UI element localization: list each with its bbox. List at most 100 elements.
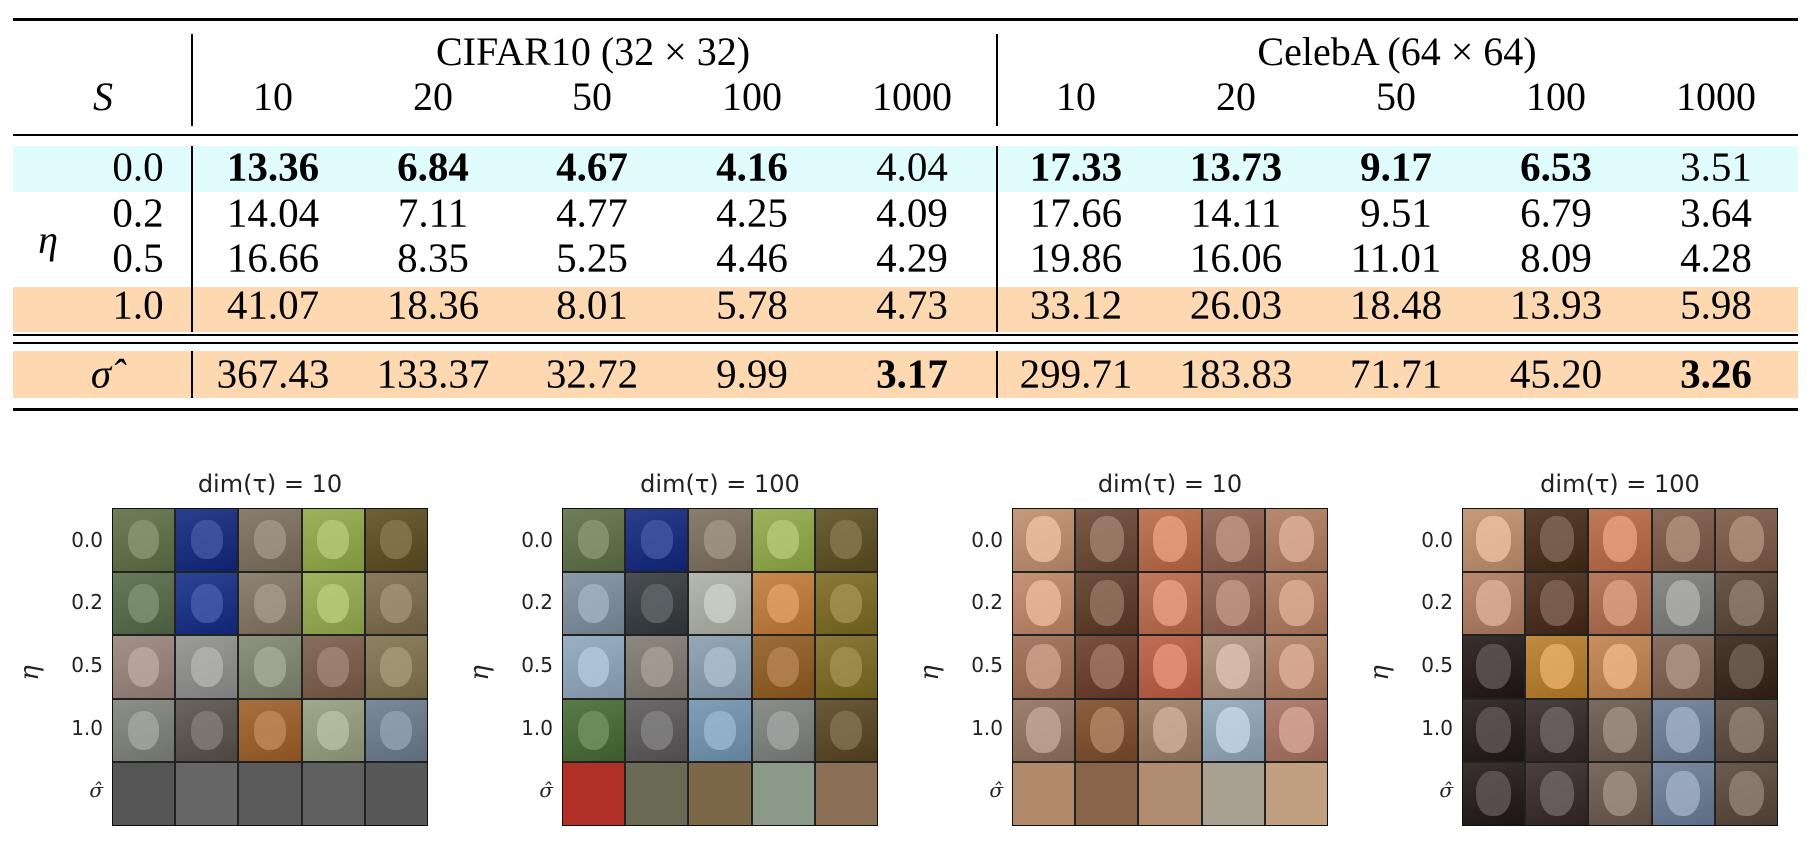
image-subject: [577, 520, 610, 560]
fid-cell: 4.29: [876, 234, 948, 281]
grid-row-label: 0.5: [521, 653, 553, 677]
sample-image: [1013, 763, 1075, 825]
image-subject: [1476, 516, 1511, 562]
fid-cell: 3.17: [876, 350, 948, 397]
sample-image: [1589, 699, 1651, 762]
image-subject: [1279, 707, 1314, 753]
sample-grid-panel: dim(τ) = 100 η 0.0 0.2 0.5 1.0 σ̂: [450, 460, 878, 846]
image-subject: [577, 647, 610, 687]
image-subject: [1026, 516, 1061, 562]
fid-cell: 13.36: [226, 143, 320, 190]
image-subject: [317, 583, 350, 624]
sample-image: [1013, 636, 1075, 698]
image-subject: [640, 520, 673, 560]
row-highlight: [13, 287, 1798, 332]
sample-image: [1076, 509, 1138, 571]
grid-row-label: 0.5: [1421, 653, 1453, 677]
top-rule: [13, 18, 1798, 21]
sample-image: [752, 699, 814, 762]
image-subject: [767, 520, 800, 560]
image-subject: [1602, 707, 1638, 753]
sample-image: [1013, 699, 1075, 762]
sample-image-grid: [1462, 508, 1778, 826]
mid-rule-1: [13, 334, 1798, 336]
sample-image: [689, 636, 751, 698]
eta-value: 0.0: [112, 143, 164, 190]
image-subject: [1729, 643, 1764, 690]
image-subject: [1666, 643, 1701, 690]
dataset-header: CIFAR10 (32 × 32): [435, 29, 751, 74]
sample-image: [1589, 509, 1651, 571]
panel-title: dim(τ) = 100: [640, 470, 800, 498]
image-subject: [190, 520, 223, 560]
image-subject: [380, 520, 413, 560]
image-subject: [1279, 579, 1314, 626]
fid-cell: 367.43: [216, 350, 330, 397]
image-subject: [127, 647, 160, 687]
fid-cell: 4.09: [876, 189, 948, 236]
sigma-row-highlight: [13, 351, 1798, 398]
sample-image: [1715, 699, 1777, 762]
column-separator: [191, 351, 193, 398]
image-subject: [1026, 707, 1061, 753]
image-subject: [1729, 707, 1764, 753]
sample-image: [1589, 636, 1651, 698]
image-subject: [1602, 579, 1638, 626]
sample-image: [1265, 699, 1327, 762]
fid-cell: 32.72: [545, 350, 639, 397]
sample-image: [1265, 509, 1327, 571]
image-subject: [767, 583, 800, 624]
sample-image: [302, 572, 364, 635]
image-subject: [1279, 643, 1314, 690]
sample-image: [1013, 572, 1075, 635]
sample-image: [1652, 509, 1714, 571]
panel-title: dim(τ) = 100: [1540, 470, 1700, 498]
sample-image: [626, 509, 688, 571]
fid-cell: 8.35: [397, 234, 469, 281]
sample-image: [239, 572, 301, 635]
sample-image: [113, 699, 175, 762]
image-subject: [254, 583, 286, 624]
fid-cell: 18.36: [386, 281, 480, 328]
image-subject: [127, 583, 160, 624]
image-subject: [1089, 643, 1124, 690]
image-subject: [317, 647, 350, 687]
sample-image: [626, 572, 688, 635]
sample-grid-panel: dim(τ) = 100 η 0.0 0.2 0.5 1.0 σ̂: [1350, 460, 1778, 846]
image-subject: [1602, 770, 1638, 817]
fid-cell: 4.25: [716, 189, 788, 236]
sample-image: [815, 509, 877, 571]
fid-cell: 17.33: [1029, 143, 1123, 190]
column-separator: [996, 34, 998, 126]
grid-row-label: 1.0: [521, 716, 553, 740]
sample-image: [1463, 572, 1525, 635]
sample-image: [1265, 763, 1327, 825]
sample-grid-panel: dim(τ) = 10 η 0.0 0.2 0.5 1.0 σ̂: [0, 460, 428, 846]
bottom-rule: [13, 408, 1798, 411]
image-subject: [380, 647, 413, 687]
image-subject: [767, 647, 800, 687]
fid-cell: 4.73: [876, 281, 948, 328]
column-header-s: 20: [413, 74, 453, 119]
sample-image: [1202, 509, 1264, 571]
sample-image: [563, 509, 625, 571]
sample-image: [1202, 763, 1264, 825]
image-subject: [1279, 516, 1314, 562]
grid-row-label: σ̂: [989, 778, 1003, 802]
image-subject: [1476, 643, 1511, 690]
fid-cell: 16.06: [1189, 234, 1283, 281]
image-subject: [1089, 516, 1124, 562]
grid-row-label: 1.0: [971, 716, 1003, 740]
sample-image: [1463, 763, 1525, 825]
fid-cell: 18.48: [1349, 281, 1443, 328]
sample-image: [626, 763, 688, 825]
sample-image: [563, 636, 625, 698]
sample-image: [1139, 763, 1201, 825]
sample-image: [1463, 636, 1525, 698]
results-table: S CIFAR10 (32 × 32) 10 20 50 100 1000 CelebA (6…: [0, 0, 1811, 420]
sample-image: [1526, 763, 1588, 825]
grid-row-label: σ̂: [89, 778, 103, 802]
grid-row-label: 0.0: [1421, 528, 1453, 552]
fid-cell: 4.67: [556, 143, 628, 190]
column-header-s: 20: [1216, 74, 1256, 119]
